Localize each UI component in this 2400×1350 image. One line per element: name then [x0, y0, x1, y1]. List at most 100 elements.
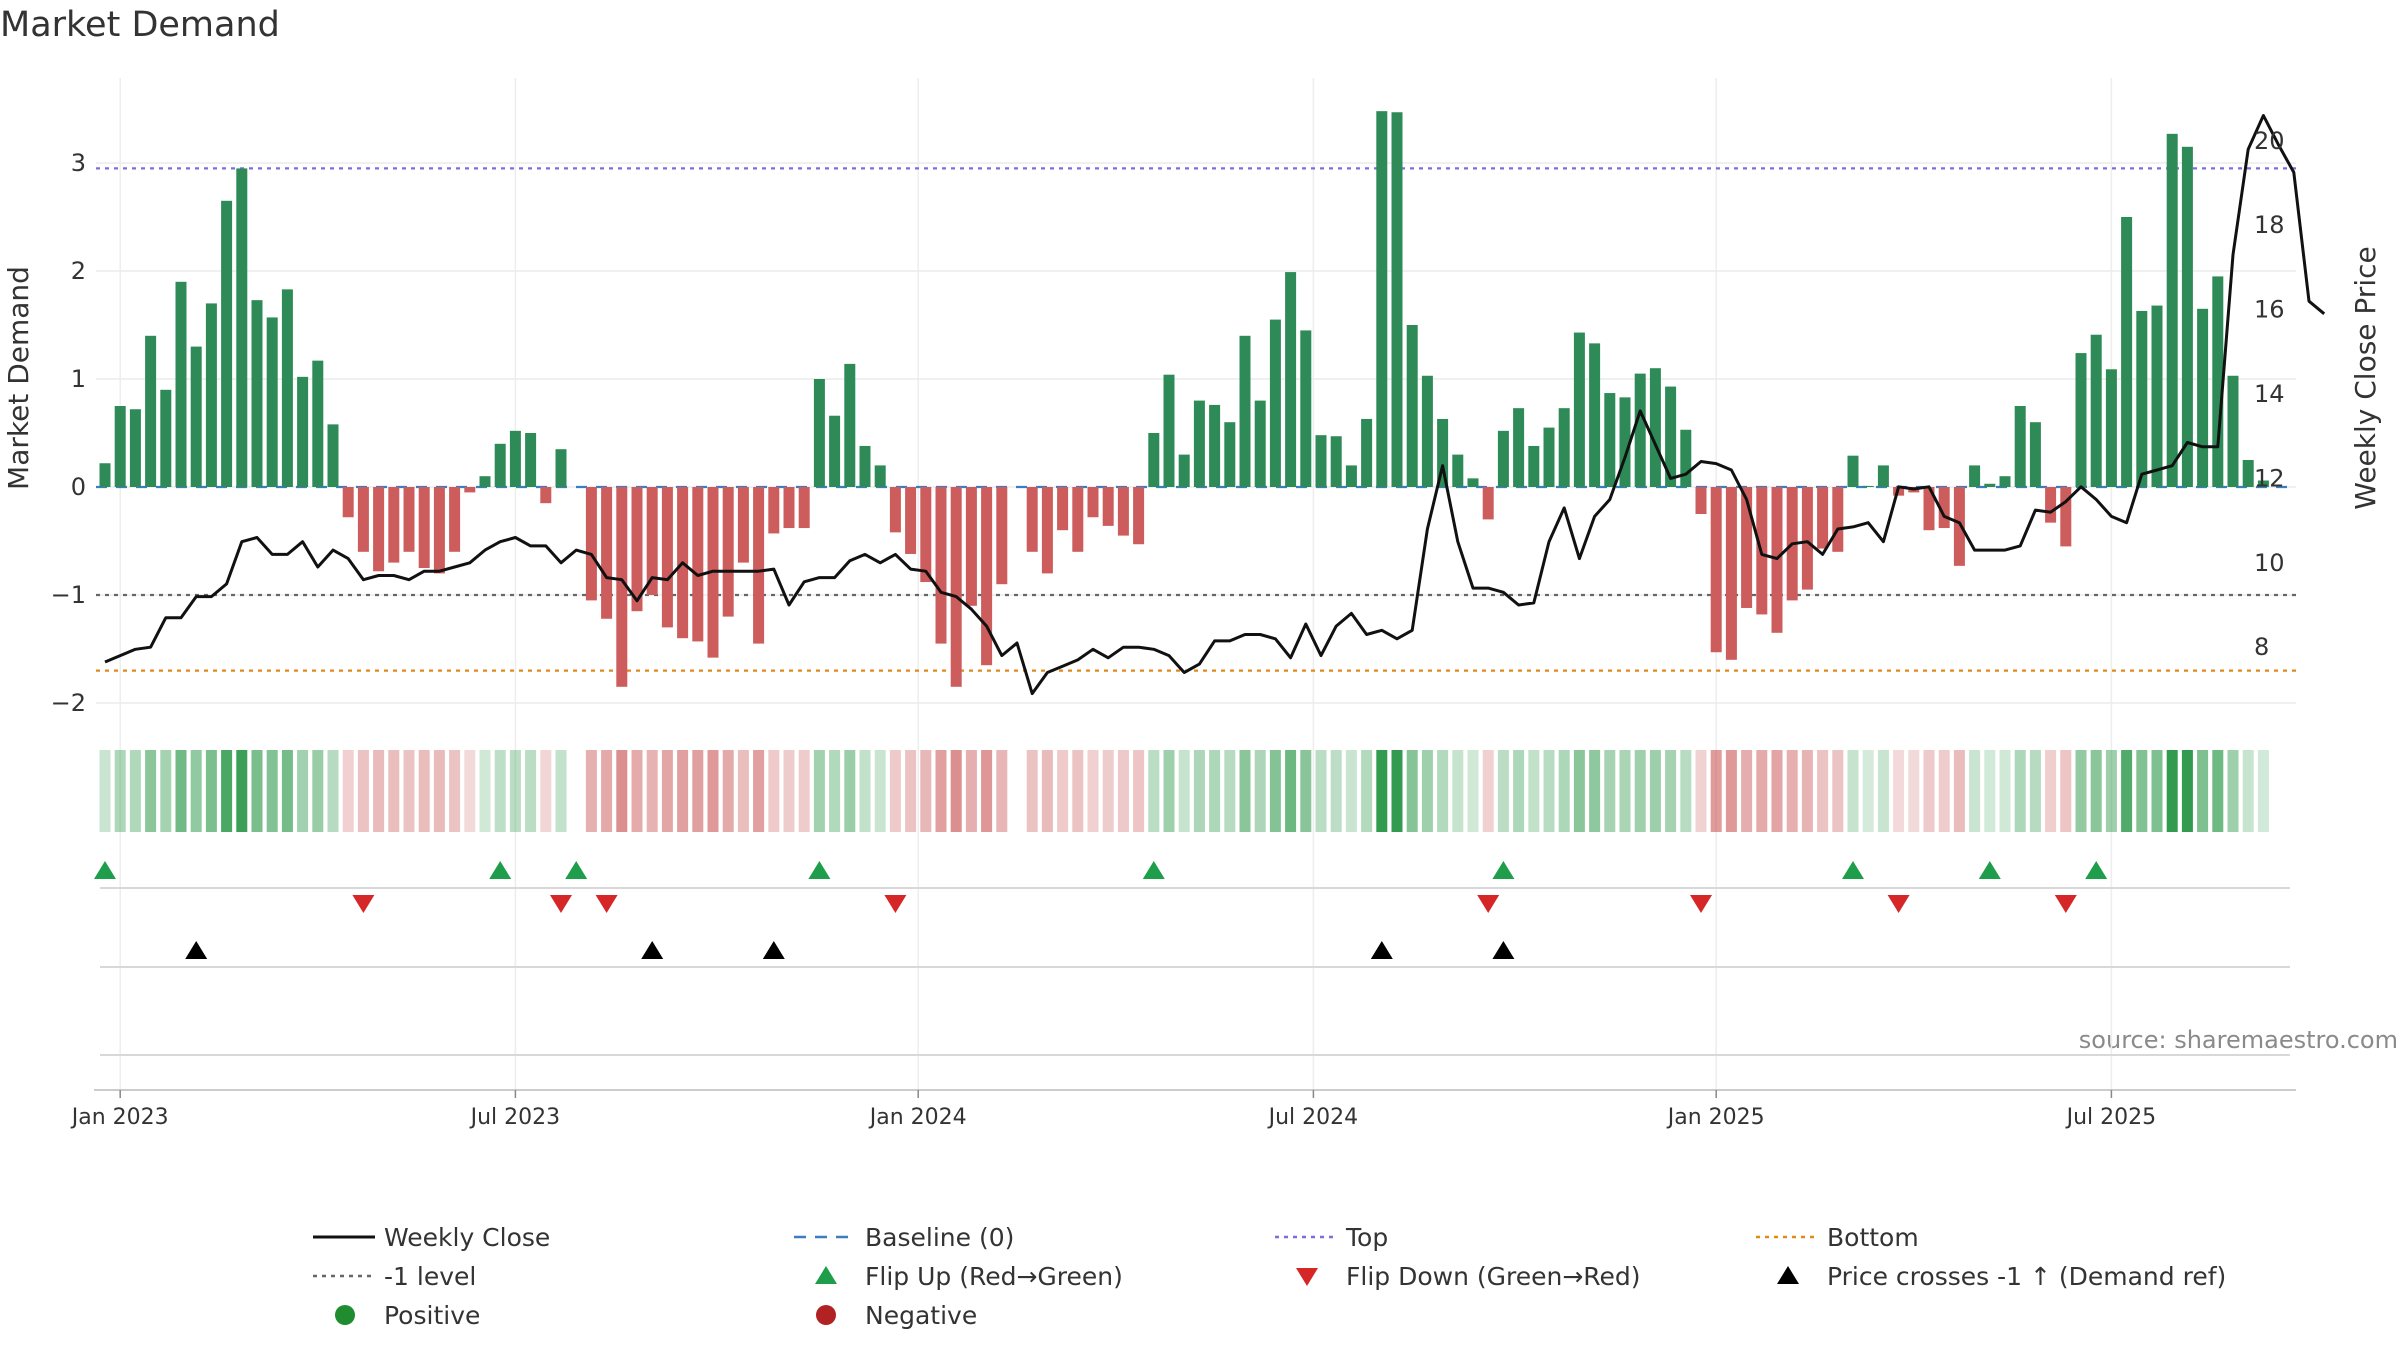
band-cell	[783, 750, 795, 832]
band-cell	[236, 750, 248, 832]
band-cell	[494, 750, 506, 832]
flip-up-marker	[1978, 861, 2001, 879]
demand-bar	[403, 487, 415, 552]
demand-bar	[1877, 465, 1889, 487]
band-cell	[433, 750, 445, 832]
band-cell	[99, 750, 111, 832]
demand-bar	[1285, 272, 1297, 487]
demand-bar	[889, 487, 901, 533]
demand-bar	[2029, 422, 2041, 487]
band-cell	[1102, 750, 1114, 832]
demand-bar	[1999, 476, 2011, 487]
demand-bar	[1117, 487, 1129, 536]
band-cell	[935, 750, 947, 832]
band-cell	[1406, 750, 1418, 832]
band-cell	[2197, 750, 2209, 832]
demand-bar	[509, 430, 521, 487]
demand-bar	[221, 200, 233, 488]
demand-bar	[464, 487, 476, 493]
demand-bar	[1376, 111, 1388, 487]
demand-bar	[1604, 393, 1616, 487]
band-cell	[1725, 750, 1737, 832]
demand-bar	[540, 487, 552, 504]
band-cell	[889, 750, 901, 832]
band-cell	[874, 750, 886, 832]
demand-bar	[1938, 487, 1950, 529]
band-cell	[1528, 750, 1540, 832]
band-cell	[2045, 750, 2057, 832]
band-cell	[114, 750, 126, 832]
heat-band	[99, 750, 2269, 832]
band-cell	[737, 750, 749, 832]
band-cell	[798, 750, 810, 832]
band-cell	[859, 750, 871, 832]
demand-bar	[2121, 217, 2133, 487]
source-note: source: sharemaestro.com	[2079, 1026, 2398, 1054]
band-cell	[221, 750, 233, 832]
demand-bar	[661, 487, 673, 628]
flip-down-marker	[1887, 895, 1910, 913]
demand-bar	[1133, 487, 1145, 545]
band-cell	[1315, 750, 1327, 832]
band-cell	[1117, 750, 1129, 832]
band-cell	[2029, 750, 2041, 832]
demand-bar	[479, 476, 491, 487]
band-cell	[920, 750, 932, 832]
demand-bar	[692, 487, 704, 642]
band-cell	[1178, 750, 1190, 832]
demand-bar	[798, 487, 810, 529]
demand-bar	[1330, 436, 1342, 487]
band-cell	[1953, 750, 1965, 832]
demand-bar	[1437, 418, 1449, 487]
band-cell	[707, 750, 719, 832]
band-cell	[981, 750, 993, 832]
legend-marker	[816, 1305, 836, 1325]
flip-up-marker	[489, 861, 512, 879]
demand-bar	[1406, 325, 1418, 487]
demand-bar	[2136, 310, 2148, 487]
band-cell	[1224, 750, 1236, 832]
band-cell	[844, 750, 856, 832]
demand-bar	[1254, 400, 1266, 487]
band-cell	[1345, 750, 1357, 832]
band-cell	[1285, 750, 1297, 832]
demand-bar	[996, 487, 1008, 585]
demand-bar	[114, 406, 126, 487]
band-cell	[1452, 750, 1464, 832]
legend-marker	[1296, 1268, 1318, 1286]
band-cell	[585, 750, 597, 832]
y-tick-label: 0	[71, 473, 86, 501]
band-cell	[2181, 750, 2193, 832]
band-cell	[646, 750, 658, 832]
band-cell	[403, 750, 415, 832]
demand-bar	[1984, 483, 1996, 487]
demand-bar	[1361, 418, 1373, 487]
band-cell	[1072, 750, 1084, 832]
band-cell	[1163, 750, 1175, 832]
demand-bar	[1634, 373, 1646, 487]
demand-bar	[327, 424, 339, 487]
demand-bar	[813, 379, 825, 487]
demand-bar	[2257, 480, 2269, 487]
band-cell	[1269, 750, 1281, 832]
demand-bar	[1573, 332, 1585, 487]
demand-bars	[99, 111, 2269, 687]
demand-bar	[2227, 375, 2239, 487]
price-cross-marker	[1492, 941, 1515, 959]
demand-bar	[1589, 343, 1601, 487]
signal-markers	[94, 861, 2290, 1056]
flip-up-marker	[1492, 861, 1515, 879]
demand-bar	[768, 487, 780, 534]
demand-bar	[1087, 487, 1099, 518]
x-tick-label: Jul 2025	[2065, 1105, 2157, 1130]
band-cell	[449, 750, 461, 832]
band-cell	[1133, 750, 1145, 832]
demand-bar	[950, 487, 962, 687]
demand-bar	[190, 346, 202, 487]
demand-bar	[1026, 487, 1038, 552]
band-cell	[2242, 750, 2254, 832]
demand-bar	[281, 289, 293, 487]
demand-bar	[1969, 465, 1981, 487]
demand-bar	[297, 376, 309, 487]
